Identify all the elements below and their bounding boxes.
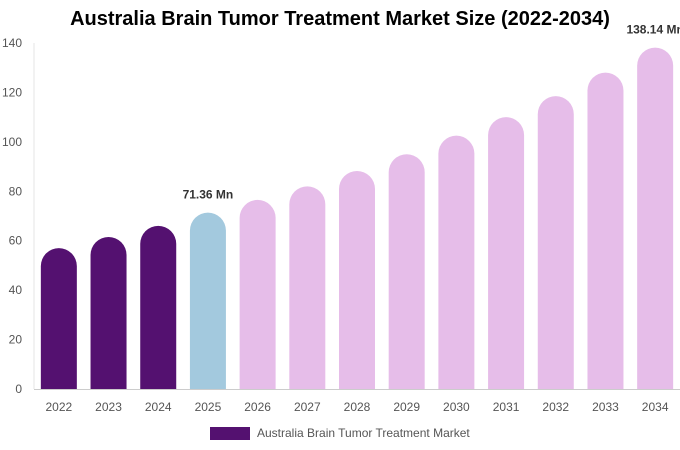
x-axis: 2022 2023 2024 2025 2026 2027 2028 2029 2030 2031… xyxy=(34,389,680,414)
data-label-2025: 71.36 Mn xyxy=(183,188,234,202)
legend-label[interactable]: Australia Brain Tumor Treatment Market xyxy=(257,426,470,440)
bar-2033[interactable] xyxy=(587,72,624,390)
y-tick-label: 60 xyxy=(9,234,23,248)
y-tick-label: 100 xyxy=(2,135,22,149)
bar-2022[interactable] xyxy=(40,248,77,389)
y-tick-label: 120 xyxy=(2,85,22,99)
y-tick-label: 80 xyxy=(9,184,23,198)
y-tick-label: 140 xyxy=(2,36,22,50)
legend-swatch[interactable] xyxy=(210,427,250,440)
x-tick-label: 2034 xyxy=(642,400,669,414)
bar-2029[interactable] xyxy=(388,154,425,389)
data-labels-group: 71.36 Mn 138.14 Mn xyxy=(183,23,680,202)
bar-2025[interactable] xyxy=(189,212,226,389)
y-tick-label: 20 xyxy=(9,333,23,347)
x-tick-label: 2033 xyxy=(592,400,619,414)
bar-2027[interactable] xyxy=(289,186,326,389)
data-label-2034: 138.14 Mn xyxy=(626,23,680,37)
bar-2032[interactable] xyxy=(537,96,574,389)
bar-2028[interactable] xyxy=(339,171,375,389)
x-tick-label: 2026 xyxy=(244,400,271,414)
bar-2023[interactable] xyxy=(90,237,127,389)
x-tick-label: 2027 xyxy=(294,400,321,414)
x-tick-label: 2031 xyxy=(493,400,520,414)
bars-group xyxy=(40,47,674,390)
x-tick-label: 2029 xyxy=(393,400,420,414)
x-tick-label: 2030 xyxy=(443,400,470,414)
chart-title: Australia Brain Tumor Treatment Market S… xyxy=(70,8,610,30)
bar-2030[interactable] xyxy=(438,135,475,389)
bar-2031[interactable] xyxy=(488,117,525,389)
x-tick-label: 2028 xyxy=(344,400,371,414)
x-tick-label: 2022 xyxy=(45,400,72,414)
x-tick-label: 2025 xyxy=(195,400,222,414)
x-tick-label: 2032 xyxy=(542,400,569,414)
bar-2024[interactable] xyxy=(140,225,177,389)
y-tick-label: 0 xyxy=(15,382,22,396)
legend[interactable]: Australia Brain Tumor Treatment Market xyxy=(210,426,470,440)
bar-2034[interactable] xyxy=(637,47,674,389)
x-tick-label: 2023 xyxy=(95,400,122,414)
y-axis: 0 20 40 60 80 100 120 140 xyxy=(2,36,35,396)
bar-2026[interactable] xyxy=(239,199,276,389)
y-tick-label: 40 xyxy=(9,283,23,297)
x-tick-label: 2024 xyxy=(145,400,172,414)
